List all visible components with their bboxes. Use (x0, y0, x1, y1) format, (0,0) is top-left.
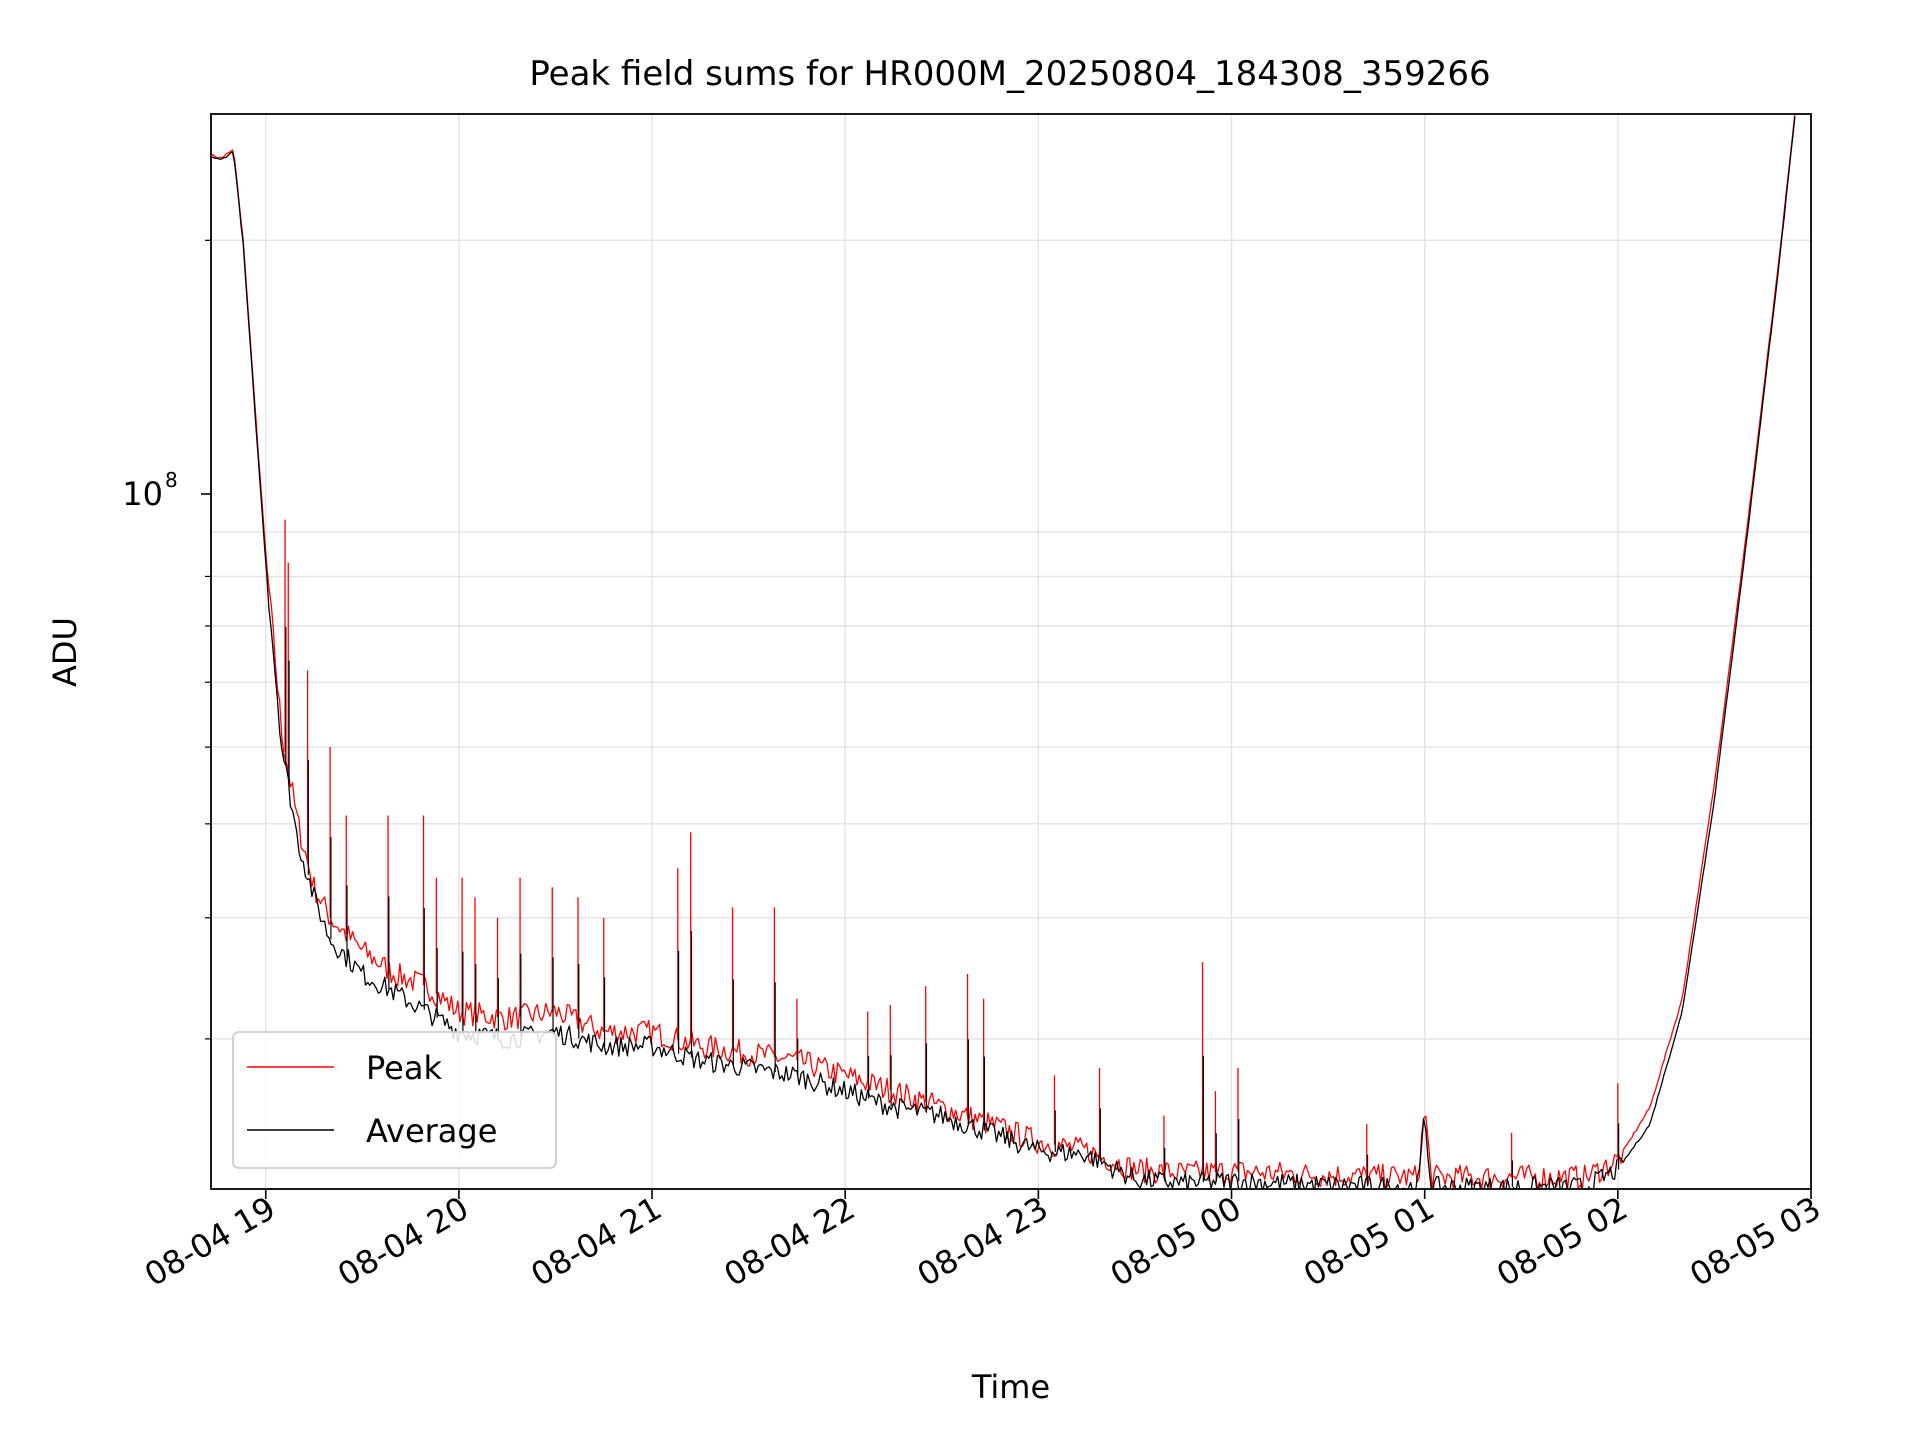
y-tick-label: 10 (122, 475, 163, 513)
chart-title: Peak field sums for HR000M_20250804_1843… (529, 54, 1490, 94)
legend-peak-label: Peak (366, 1049, 442, 1087)
legend-average-label: Average (366, 1112, 497, 1150)
y-axis-label: ADU (46, 617, 84, 687)
legend: Peak Average (232, 1031, 557, 1169)
plot-frame (210, 113, 1812, 1190)
grid (211, 114, 1811, 1189)
x-axis-label: Time (971, 1368, 1050, 1406)
y-tick-exponent: 8 (165, 468, 178, 492)
y-axis-ticks: 10 8 (122, 239, 211, 1040)
legend-box (232, 1031, 557, 1169)
